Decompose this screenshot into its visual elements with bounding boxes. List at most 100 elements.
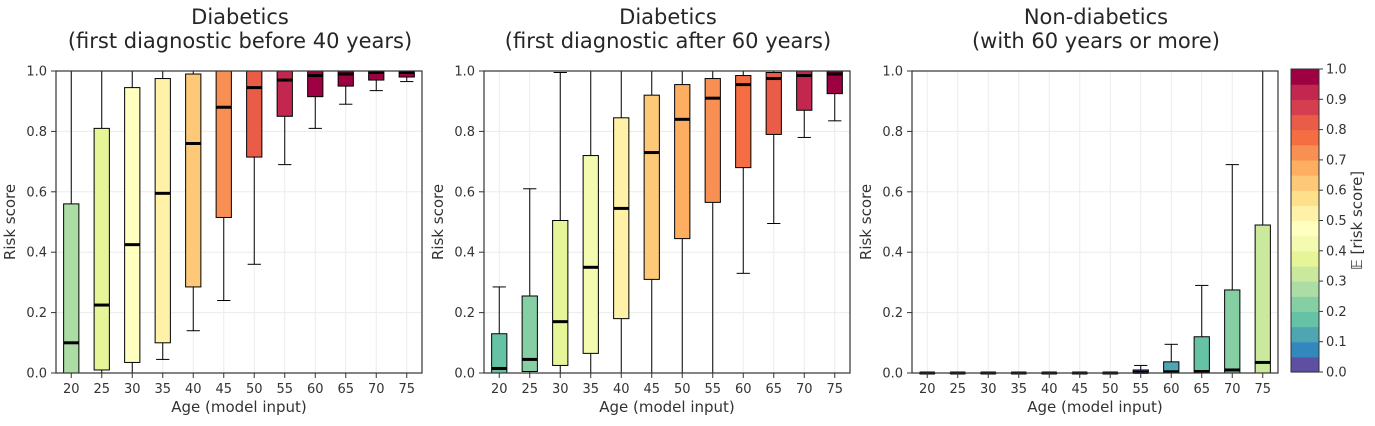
box-60 — [735, 70, 752, 274]
box-body — [674, 84, 691, 240]
x-tick-label: 60 — [1163, 382, 1180, 397]
colorbar-tick-label: 1.0 — [1326, 63, 1347, 78]
chart-title-line: (first diagnostic after 60 years) — [505, 29, 831, 53]
box-60 — [1163, 343, 1180, 374]
x-axis-label: Age (model input) — [599, 398, 735, 416]
colorbar: 0.0 0.1 0.2 0.3 0.4 0.5 0.6 0.7 0.8 0.9 1.0 𝔼 [risk… — [1290, 63, 1366, 381]
box-70 — [1224, 164, 1241, 374]
box-30 — [552, 72, 569, 374]
colorbar-segment — [1291, 235, 1319, 252]
colorbar-tick-label: 0.9 — [1326, 93, 1347, 108]
x-tick-label: 75 — [398, 382, 415, 397]
box-60 — [307, 70, 324, 129]
x-tick-label: 75 — [1254, 382, 1271, 397]
chart-title-line: (first diagnostic before 40 years) — [68, 29, 412, 53]
box-45 — [215, 70, 232, 302]
chart-title-line: Non-diabetics — [1024, 5, 1168, 29]
x-tick-label: 25 — [949, 382, 966, 397]
box-20 — [491, 286, 508, 374]
box-body — [1224, 289, 1241, 374]
colorbar-tick-label: 0.4 — [1326, 244, 1347, 259]
y-axis-label: Risk score — [857, 184, 875, 260]
x-tick-label: 45 — [643, 382, 660, 397]
x-tick-label: 70 — [368, 382, 385, 397]
y-tick-label: 0.2 — [454, 306, 475, 321]
y-tick-label: 0.2 — [882, 306, 903, 321]
axes-frame — [55, 70, 423, 374]
box-body — [93, 127, 110, 371]
x-axis-label: Age (model input) — [1027, 398, 1163, 416]
y-tick-label: 0.6 — [882, 185, 903, 200]
x-tick-label: 65 — [337, 382, 354, 397]
y-axis-label: Risk score — [1, 184, 19, 260]
box-75 — [1254, 70, 1271, 374]
x-tick-label: 30 — [552, 382, 569, 397]
y-tick-label: 0.4 — [26, 246, 47, 261]
box-body — [63, 203, 80, 374]
colorbar-segment — [1291, 129, 1319, 146]
x-tick-label: 50 — [1102, 382, 1119, 397]
colorbar-segment — [1291, 114, 1319, 131]
panel-2: Diabetics(first diagnostic after 60 year… — [429, 5, 851, 416]
box-25 — [521, 188, 538, 374]
box-75 — [398, 70, 415, 83]
colorbar-segment — [1291, 175, 1319, 191]
box-20 — [63, 70, 80, 374]
y-tick-label: 0.6 — [454, 185, 475, 200]
chart-title-line: (with 60 years or more) — [972, 29, 1220, 53]
box-body — [124, 87, 141, 363]
y-tick-label: 0.4 — [882, 246, 903, 261]
y-tick-label: 0.8 — [882, 125, 903, 140]
box-body — [704, 78, 721, 203]
box-body — [552, 219, 569, 366]
box-55 — [1132, 364, 1149, 374]
x-tick-label: 35 — [1010, 382, 1027, 397]
x-tick-label: 20 — [63, 382, 80, 397]
box-50 — [246, 70, 263, 265]
box-body — [185, 73, 202, 288]
y-tick-label: 0.0 — [882, 367, 903, 382]
y-tick-label: 0.0 — [454, 367, 475, 382]
colorbar-segment — [1291, 69, 1319, 85]
colorbar-segment — [1291, 99, 1319, 116]
box-40 — [185, 70, 202, 332]
box-55 — [704, 70, 721, 374]
colorbar-tick-label: 0.7 — [1326, 153, 1347, 168]
x-tick-label: 55 — [704, 382, 721, 397]
box-30 — [124, 70, 141, 374]
box-40 — [613, 70, 630, 374]
x-tick-label: 60 — [307, 382, 324, 397]
x-tick-label: 35 — [582, 382, 599, 397]
box-body — [154, 78, 171, 344]
x-tick-label: 20 — [919, 382, 936, 397]
y-tick-label: 0.4 — [454, 246, 475, 261]
colorbar-tick-label: 0.0 — [1326, 366, 1347, 381]
x-axis-label: Age (model input) — [171, 398, 307, 416]
x-tick-label: 75 — [826, 382, 843, 397]
box-body — [276, 70, 293, 117]
axes-frame — [483, 70, 851, 374]
box-35 — [154, 70, 171, 360]
box-50 — [674, 70, 691, 374]
box-body — [1193, 336, 1210, 374]
colorbar-tick-label: 0.5 — [1326, 214, 1347, 229]
x-tick-label: 30 — [124, 382, 141, 397]
box-35 — [582, 70, 599, 374]
box-65 — [337, 70, 354, 105]
x-tick-label: 25 — [93, 382, 110, 397]
x-tick-label: 35 — [154, 382, 171, 397]
x-tick-label: 40 — [185, 382, 202, 397]
x-tick-label: 55 — [276, 382, 293, 397]
x-tick-label: 45 — [215, 382, 232, 397]
box-75 — [826, 70, 843, 122]
y-tick-label: 0.8 — [454, 125, 475, 140]
box-45 — [643, 70, 660, 374]
x-tick-label: 65 — [765, 382, 782, 397]
box-65 — [1193, 284, 1210, 374]
x-tick-label: 50 — [674, 382, 691, 397]
box-body — [643, 94, 660, 280]
x-tick-label: 60 — [735, 382, 752, 397]
colorbar-segment — [1291, 326, 1319, 343]
